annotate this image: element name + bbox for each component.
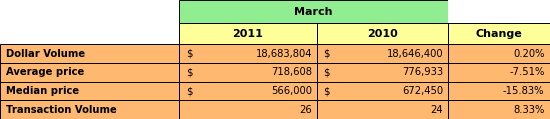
Bar	[0, 23, 179, 44]
Text: $: $	[186, 49, 192, 59]
Text: Average price: Average price	[6, 67, 84, 77]
Bar	[179, 0, 448, 23]
Text: 8.33%: 8.33%	[513, 105, 544, 115]
Text: Dollar Volume: Dollar Volume	[6, 49, 85, 59]
Text: Change: Change	[475, 29, 522, 39]
Text: 672,450: 672,450	[402, 86, 443, 96]
Bar	[0, 100, 179, 119]
Bar	[179, 63, 317, 82]
Text: Median price: Median price	[6, 86, 79, 96]
Bar	[448, 63, 550, 82]
Text: $: $	[323, 67, 329, 77]
Text: $: $	[186, 86, 192, 96]
Text: 26: 26	[299, 105, 312, 115]
Bar	[0, 82, 179, 100]
Bar	[448, 44, 550, 63]
Text: 18,683,804: 18,683,804	[256, 49, 312, 59]
Bar	[448, 0, 550, 23]
Bar	[317, 82, 448, 100]
Text: $: $	[323, 86, 329, 96]
Text: March: March	[294, 7, 333, 17]
Text: 2010: 2010	[367, 29, 398, 39]
Text: 24: 24	[431, 105, 443, 115]
Bar	[179, 82, 317, 100]
Text: -15.83%: -15.83%	[503, 86, 544, 96]
Bar	[179, 23, 317, 44]
Bar	[317, 100, 448, 119]
Text: $: $	[186, 67, 192, 77]
Bar	[0, 44, 179, 63]
Bar	[448, 23, 550, 44]
Bar	[448, 100, 550, 119]
Bar	[448, 82, 550, 100]
Bar	[179, 100, 317, 119]
Bar	[317, 44, 448, 63]
Text: 2011: 2011	[233, 29, 263, 39]
Text: 776,933: 776,933	[402, 67, 443, 77]
Bar	[317, 63, 448, 82]
Bar	[179, 44, 317, 63]
Text: -7.51%: -7.51%	[509, 67, 544, 77]
Bar	[0, 63, 179, 82]
Text: 566,000: 566,000	[271, 86, 312, 96]
Text: $: $	[323, 49, 329, 59]
Bar	[317, 23, 448, 44]
Text: 18,646,400: 18,646,400	[387, 49, 443, 59]
Text: 718,608: 718,608	[271, 67, 312, 77]
Text: Transaction Volume: Transaction Volume	[6, 105, 116, 115]
Bar	[0, 0, 179, 23]
Text: 0.20%: 0.20%	[513, 49, 544, 59]
